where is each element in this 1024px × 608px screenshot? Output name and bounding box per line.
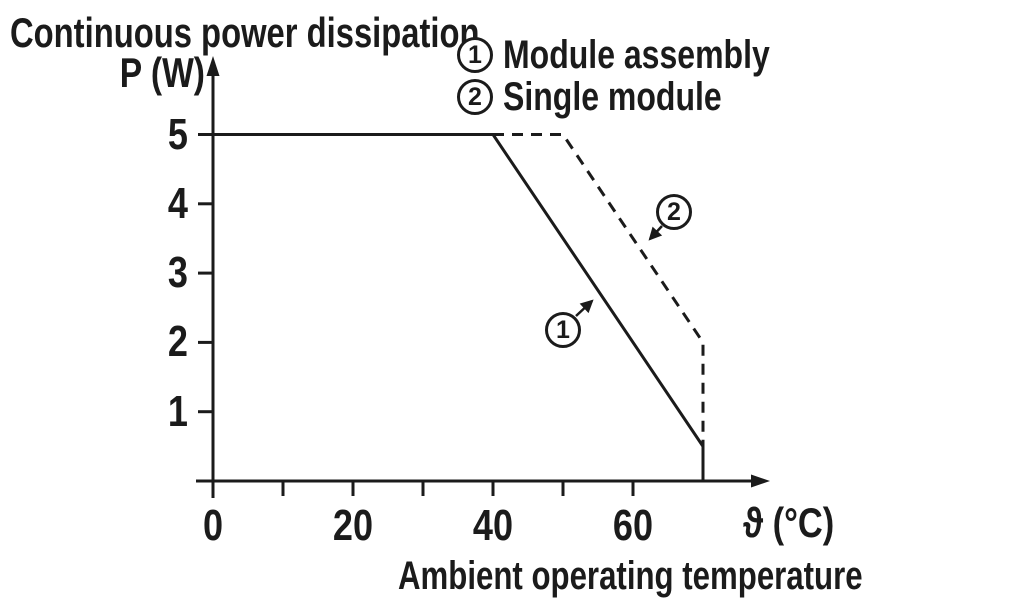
legend-label: Module assembly: [503, 33, 770, 77]
x-tick-label: 0: [202, 501, 224, 550]
legend-symbol-1-circled-number-icon: 1: [457, 37, 493, 73]
y-axis-arrowhead: [206, 56, 220, 76]
legend-item-single-module: 2 Single module: [457, 75, 776, 119]
x-tick-label: 60: [612, 501, 654, 550]
annotation-2-arrow-icon: [648, 225, 663, 241]
x-axis-arrowhead: [751, 474, 770, 488]
y-tick-label: 2: [167, 317, 188, 367]
series-single-module-line: [493, 133, 705, 447]
annotation-2-circled-number-icon: 2: [656, 194, 692, 230]
x-tick-label: 20: [332, 501, 374, 550]
x-tick-label: 40: [472, 501, 514, 550]
y-tick-label: 5: [167, 109, 188, 159]
chart-title: Continuous power dissipation: [10, 9, 480, 56]
y-tick-label: 1: [167, 386, 188, 436]
legend-symbol-2-circled-number-icon: 2: [457, 79, 493, 115]
series-module-assembly-line: [213, 133, 705, 481]
annotation-1-arrow-icon: [575, 299, 594, 317]
y-tick-label: 4: [167, 178, 188, 228]
x-tick-marks: [281, 481, 635, 496]
legend-item-module-assembly: 1 Module assembly: [457, 33, 836, 77]
y-tick-marks: [198, 133, 213, 414]
legend-label: Single module: [503, 75, 722, 119]
y-axis-label: P (W): [119, 49, 205, 96]
annotation-1-circled-number-icon: 1: [545, 312, 581, 348]
x-axis-caption: Ambient operating temperature: [398, 554, 863, 598]
y-tick-label: 3: [167, 248, 188, 298]
x-axis-unit-label: ϑ (°C): [743, 499, 835, 546]
